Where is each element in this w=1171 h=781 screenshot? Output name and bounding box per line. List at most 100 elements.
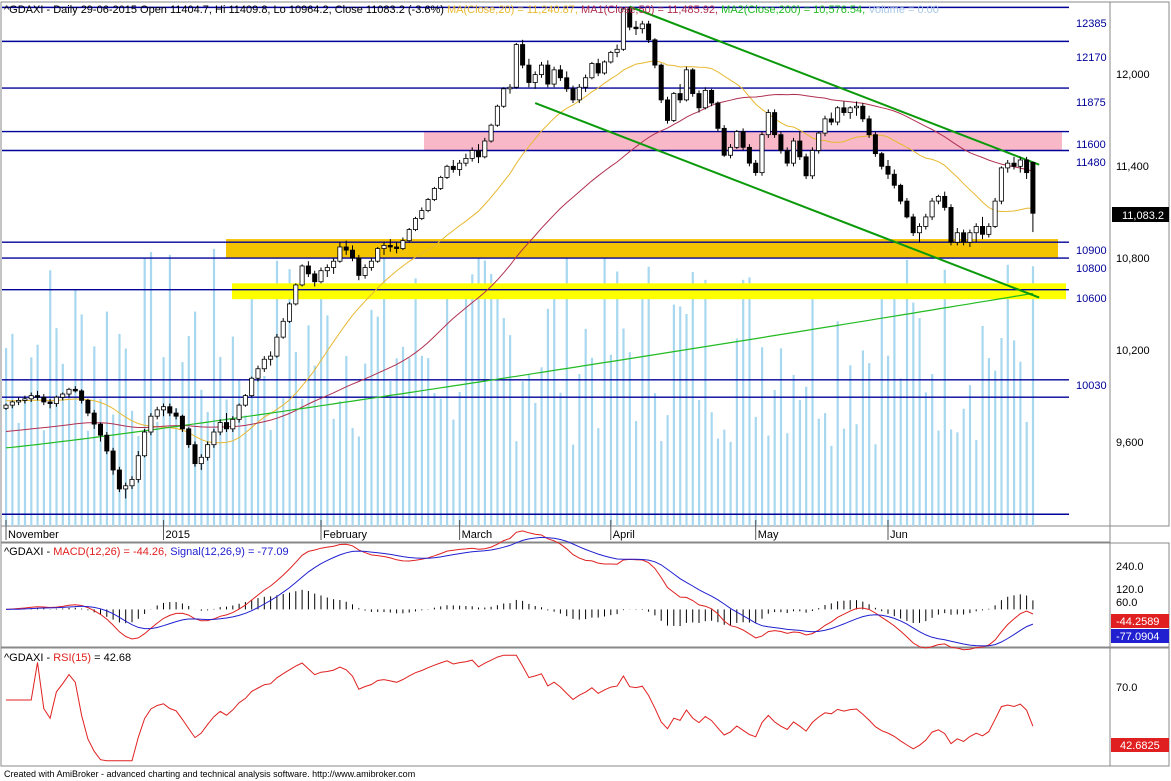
volume-bar	[206, 411, 209, 526]
volume-bar	[716, 438, 720, 526]
level-label: 10600	[1076, 293, 1107, 305]
level-label: 11480	[1076, 157, 1106, 169]
volume-bar	[899, 378, 902, 526]
candle-body	[406, 229, 412, 242]
candle-body	[545, 64, 551, 85]
volume-bar	[584, 328, 587, 526]
volume-bar	[540, 367, 543, 526]
volume-bar	[332, 418, 335, 526]
volume-bar	[1006, 264, 1009, 526]
volume-bar	[534, 402, 537, 526]
volume-bar	[351, 427, 354, 526]
volume-bar	[383, 254, 386, 526]
candle-body	[809, 150, 815, 177]
candle-body	[1030, 162, 1036, 214]
volume-bar	[401, 346, 405, 526]
volume-bar	[275, 260, 279, 526]
volume-bar	[238, 379, 241, 526]
moving-averages	[5, 60, 1034, 449]
volume-bar	[572, 444, 575, 526]
candle-body	[564, 77, 570, 90]
price-tick: 10,800	[1116, 253, 1150, 265]
volume-bar	[439, 398, 442, 526]
volume-bar	[672, 304, 675, 526]
candle-body	[305, 265, 311, 275]
candle-body	[249, 377, 255, 397]
candle-body	[167, 406, 173, 414]
rsi-panel-frame	[0, 647, 1170, 767]
candle-body	[696, 93, 702, 109]
candle-body	[866, 118, 872, 136]
candle-body	[835, 107, 841, 123]
volume-bar	[471, 274, 474, 526]
volume-bar	[987, 358, 990, 526]
volume-bar	[994, 370, 997, 526]
last-price-box	[1112, 207, 1169, 222]
candle-body	[274, 336, 280, 357]
candle-body	[992, 200, 998, 227]
candle-body	[980, 226, 986, 235]
volume-bar	[364, 363, 367, 526]
volume-bar	[345, 355, 348, 526]
volume-bar	[80, 314, 83, 526]
volume-bar	[118, 333, 121, 526]
price-tick: 11,400	[1116, 161, 1149, 173]
volume-bar	[376, 316, 379, 526]
candle-body	[450, 165, 456, 170]
candle-body	[734, 131, 740, 148]
candle-body	[343, 246, 349, 251]
volume-bar	[5, 347, 8, 526]
candle-body	[142, 431, 148, 457]
volume-bar	[868, 363, 871, 526]
candle-body	[879, 153, 885, 167]
candlesticks	[3, 6, 1036, 499]
volume-bar	[679, 306, 682, 526]
volume-bar	[181, 362, 184, 526]
candle-body	[463, 158, 469, 164]
candle-body	[772, 112, 778, 136]
month-label: February	[323, 529, 368, 541]
volume-bar	[1019, 361, 1022, 526]
rsi-line	[6, 654, 1034, 762]
volume-bar	[124, 348, 127, 526]
ma20-legend: MA(Close,20) = 11,240.87,	[447, 4, 578, 16]
volume-bar	[225, 399, 228, 526]
macd-symbol: ^GDAXI	[4, 546, 43, 558]
candle-body	[318, 270, 324, 283]
candle-body	[135, 455, 141, 480]
volume-bar	[36, 344, 39, 526]
candle-body	[847, 107, 853, 113]
candle-body	[872, 134, 878, 155]
volume-bar	[162, 357, 165, 526]
candle-body	[230, 418, 236, 430]
candle-body	[98, 423, 104, 436]
candle-body	[961, 232, 967, 243]
volume-bar	[830, 445, 833, 526]
candle-body	[677, 93, 683, 101]
candle-body	[753, 162, 759, 174]
rsi-prefix: ^GDAXI -	[4, 652, 50, 664]
volume-bar	[131, 410, 134, 526]
volume-bar	[647, 266, 650, 526]
candle-body	[255, 368, 261, 379]
candle-body	[828, 118, 834, 123]
volume-bar	[244, 415, 247, 526]
candle-body	[942, 195, 948, 208]
candle-body	[608, 52, 614, 63]
volume-bar	[880, 294, 883, 526]
rsi-value-box	[1111, 738, 1169, 752]
volume-bar	[685, 313, 688, 526]
volume-bar	[950, 429, 953, 526]
candle-body	[179, 415, 185, 430]
rsi-tick: 70.0	[1116, 682, 1137, 694]
volume-bar	[887, 355, 890, 526]
volume-bar	[338, 401, 342, 526]
volume-bar	[301, 398, 304, 526]
candle-body	[268, 355, 274, 360]
volume-bar	[326, 315, 329, 526]
rsi-title: ^GDAXI - RSI(15) = 42.68	[4, 652, 131, 664]
volume-bar	[17, 422, 20, 526]
ma200-line	[5, 292, 1033, 449]
volume-bar	[742, 279, 745, 526]
volume-bar	[981, 325, 984, 526]
